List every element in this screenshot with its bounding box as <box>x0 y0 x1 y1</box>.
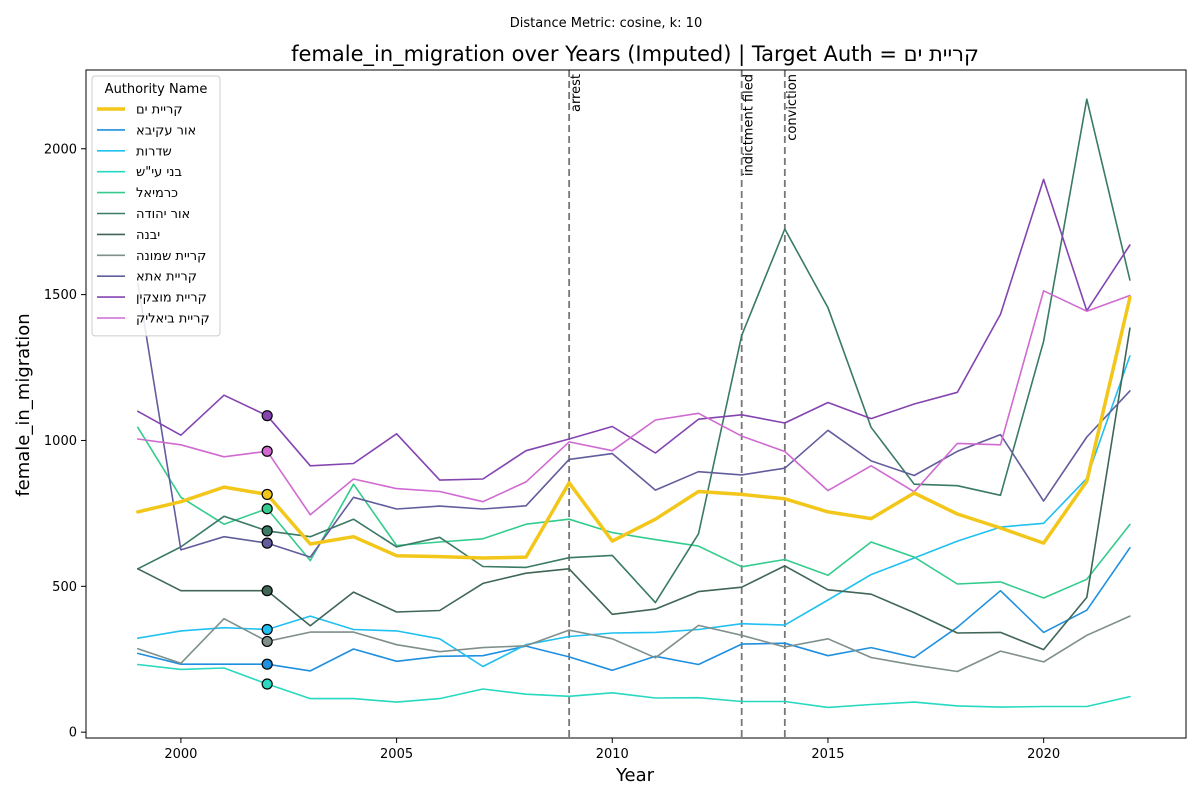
data-point-marker <box>261 503 273 515</box>
legend-entry: קריית ביאליק <box>136 312 210 327</box>
legend-entry: קריית אתא <box>136 270 197 285</box>
series-line <box>137 615 1131 673</box>
x-tick-label: 2015 <box>811 747 844 762</box>
event-label: conviction <box>785 74 800 141</box>
data-point-marker <box>261 488 273 501</box>
x-tick-label: 2005 <box>380 747 413 762</box>
series-line <box>137 178 1131 481</box>
series-line <box>137 289 1131 516</box>
chart-suptitle: Distance Metric: cosine, k: 10 <box>510 16 702 31</box>
legend-entry: יבנה <box>136 228 160 243</box>
y-tick-label: 0 <box>69 726 77 741</box>
data-point-marker <box>261 537 273 549</box>
data-point-marker <box>261 658 273 670</box>
y-tick-label: 2000 <box>44 142 77 157</box>
legend-entry: בני עי"ש <box>136 165 182 180</box>
y-tick-label: 500 <box>52 580 77 595</box>
y-tick-label: 1500 <box>44 288 77 303</box>
series-line <box>137 663 1131 709</box>
legend: Authority Name קריית ים אור עקיבא שדרות בני … <box>91 75 221 337</box>
x-tick-label: 2020 <box>1027 747 1060 762</box>
series-line <box>137 327 1131 651</box>
series-line <box>137 546 1131 672</box>
series-line <box>137 426 1131 599</box>
legend-entry: קריית שמונה <box>136 249 206 264</box>
legend-entry: קריית מוצקין <box>136 291 207 306</box>
series-line <box>137 355 1131 668</box>
x-tick-label: 2010 <box>596 747 629 762</box>
plot-area: 2000 2005 2010 2015 2020 0 500 1000 1500 2000 arre… <box>44 69 1187 762</box>
y-tick-label: 1000 <box>44 434 77 449</box>
legend-box <box>91 75 221 337</box>
event-label: indictment filed <box>742 74 757 176</box>
series-line <box>137 282 1131 558</box>
legend-entry: אור יהודה <box>136 207 190 222</box>
x-tick-label: 2000 <box>164 747 197 762</box>
chart-title: female_in_migration over Years (Imputed)… <box>291 42 979 67</box>
legend-entry: שדרות <box>136 144 172 159</box>
data-point-marker <box>261 585 273 597</box>
legend-title: Authority Name <box>105 82 208 97</box>
axes-frame <box>85 69 1187 739</box>
data-point-marker <box>261 410 273 422</box>
data-point-marker <box>261 635 273 648</box>
data-point-marker <box>261 445 273 457</box>
series-line <box>136 295 1132 560</box>
legend-entry: כרמיאל <box>136 186 178 201</box>
legend-entry: אור עקיבא <box>136 123 196 138</box>
event-label: arrest <box>569 74 584 112</box>
data-point-marker <box>261 678 273 690</box>
x-axis-label: Year <box>615 765 655 786</box>
legend-entry: קריית ים <box>136 103 183 118</box>
y-axis-label: female_in_migration <box>13 313 34 496</box>
data-point-marker <box>261 525 273 537</box>
data-point-marker <box>261 623 273 636</box>
